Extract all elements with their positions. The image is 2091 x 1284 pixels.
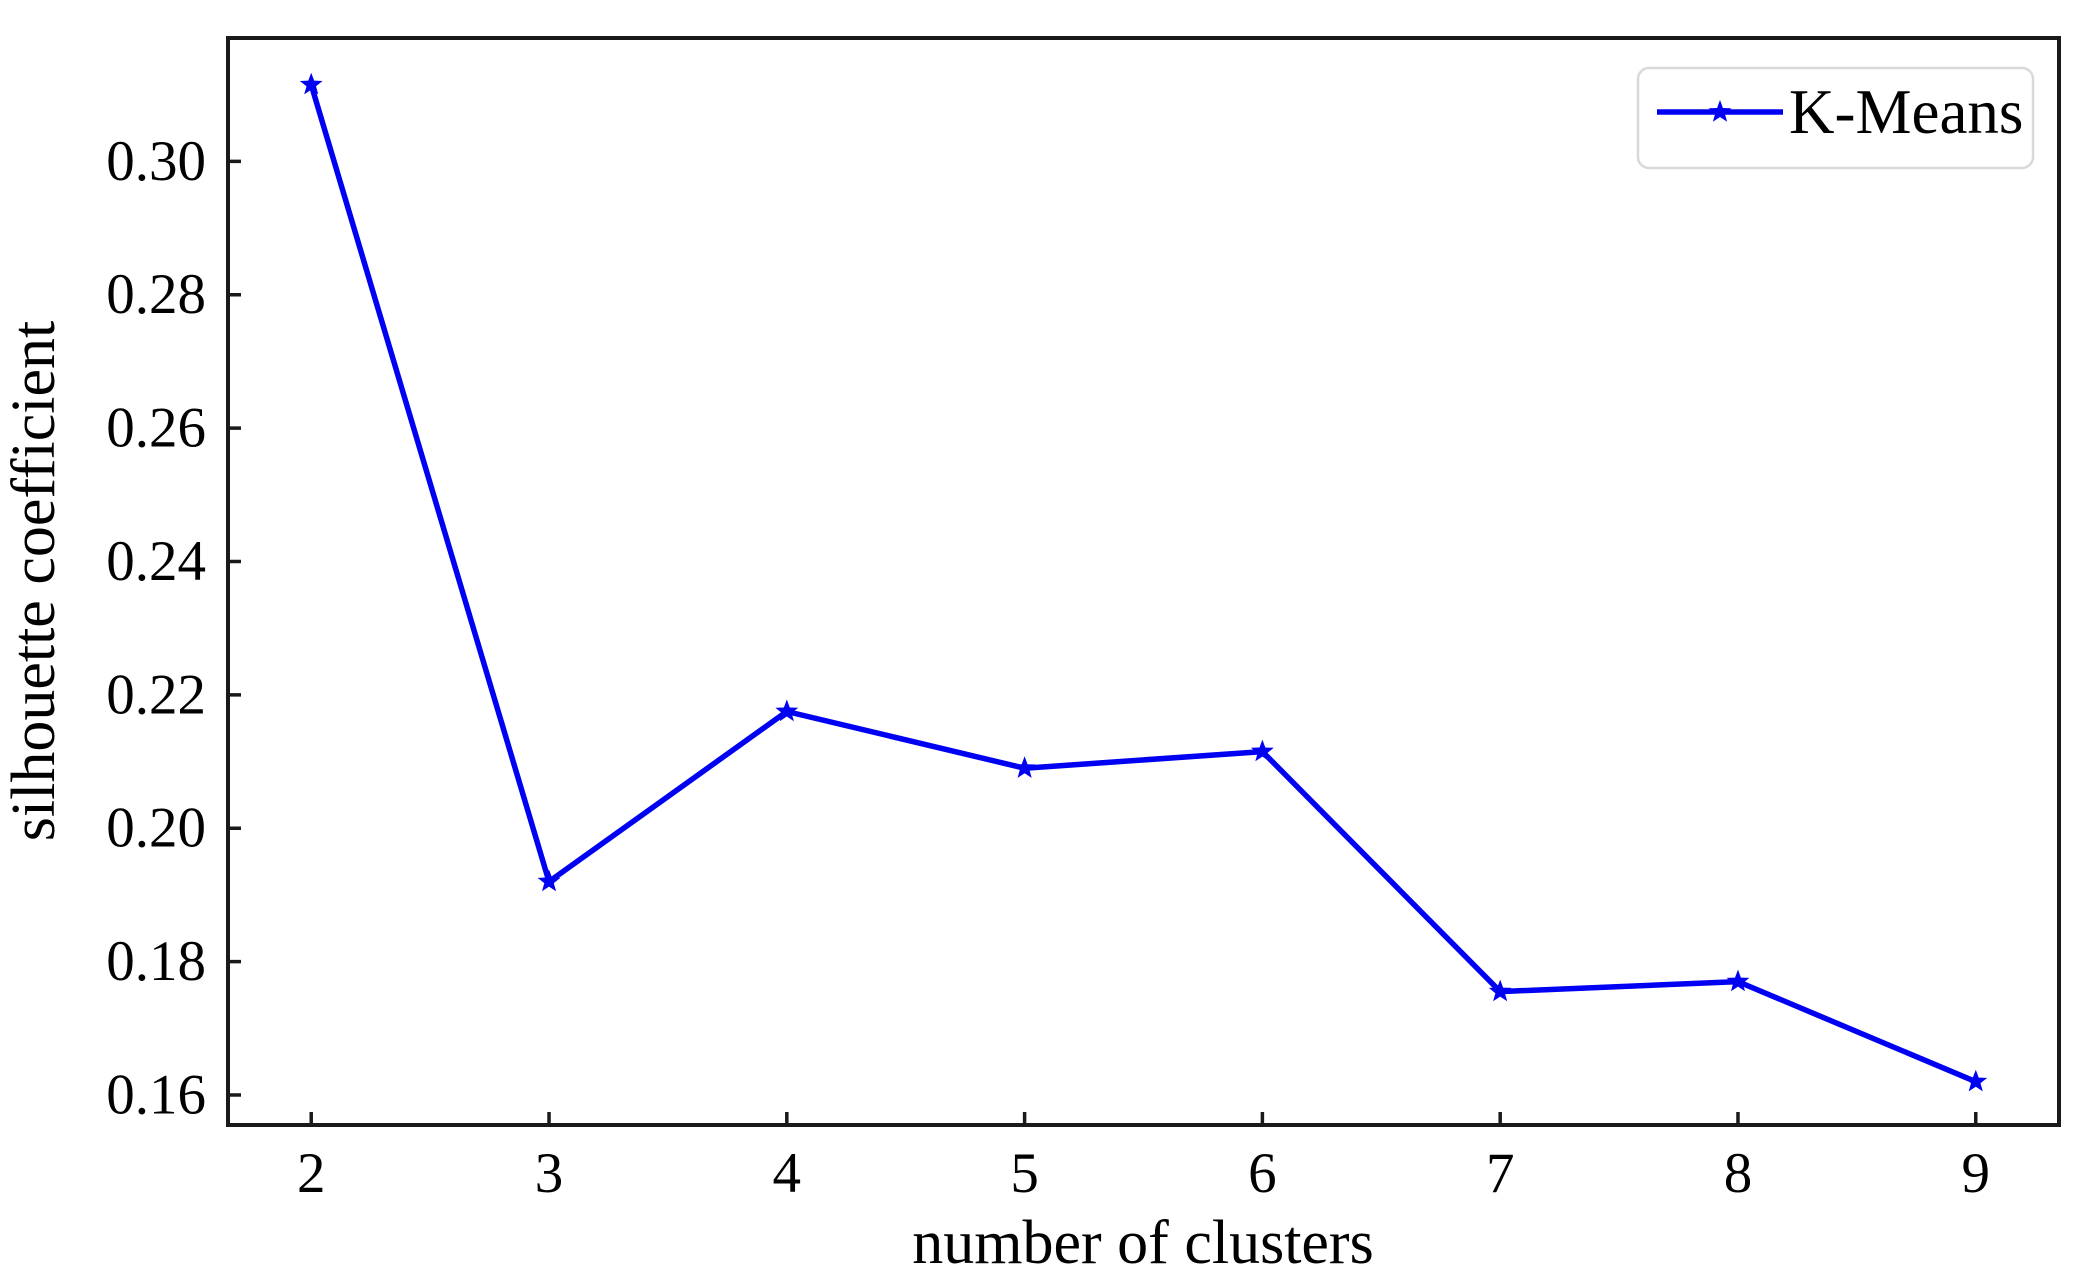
y-tick-label: 0.28	[106, 263, 206, 326]
data-point-star-icon	[537, 869, 561, 892]
data-point-star-icon	[775, 699, 799, 722]
x-tick-labels: 2 3 4 5 6 7 8 9	[297, 1142, 1990, 1205]
plot-area	[226, 36, 2061, 1127]
y-tick-label: 0.16	[106, 1063, 206, 1126]
axis-ticks	[228, 159, 1978, 1125]
legend-box	[1636, 66, 2035, 170]
kmeans-series-line	[308, 81, 1979, 1085]
legend-label: K-Means	[1789, 77, 2023, 147]
y-tick-label: 0.24	[106, 530, 206, 593]
y-tick-label: 0.20	[106, 797, 206, 860]
x-tick-label: 8	[1724, 1142, 1753, 1205]
x-tick-label: 3	[535, 1142, 564, 1205]
data-point-star-icon	[1251, 739, 1274, 762]
y-tick-label: 0.18	[106, 930, 206, 993]
data-point-star-icon	[299, 72, 323, 95]
x-tick-label: 5	[1010, 1142, 1039, 1205]
data-point-star-icon	[1488, 979, 1512, 1002]
x-tick-label: 2	[297, 1142, 326, 1205]
x-tick-label: 4	[773, 1142, 802, 1205]
legend-star-icon	[1708, 100, 1732, 122]
data-point-star-icon	[1726, 969, 1750, 992]
y-tick-label: 0.30	[106, 130, 206, 193]
y-tick-label: 0.26	[106, 397, 206, 460]
data-point-star-icon	[1964, 1069, 1988, 1092]
y-tick-label: 0.22	[106, 663, 206, 726]
legend: K-Means	[1636, 66, 2035, 170]
y-tick-labels: 0.16 0.18 0.20 0.22 0.24 0.26 0.28 0.30	[106, 130, 206, 1127]
x-tick-label: 6	[1248, 1142, 1277, 1205]
kmeans-star-markers	[299, 72, 1988, 1092]
data-point-star-icon	[1013, 756, 1036, 778]
x-tick-label: 9	[1962, 1142, 1991, 1205]
y-axis-label: silhouette coefficient	[0, 321, 68, 842]
x-axis-label: number of clusters	[912, 1209, 1373, 1277]
x-tick-label: 7	[1486, 1142, 1515, 1205]
